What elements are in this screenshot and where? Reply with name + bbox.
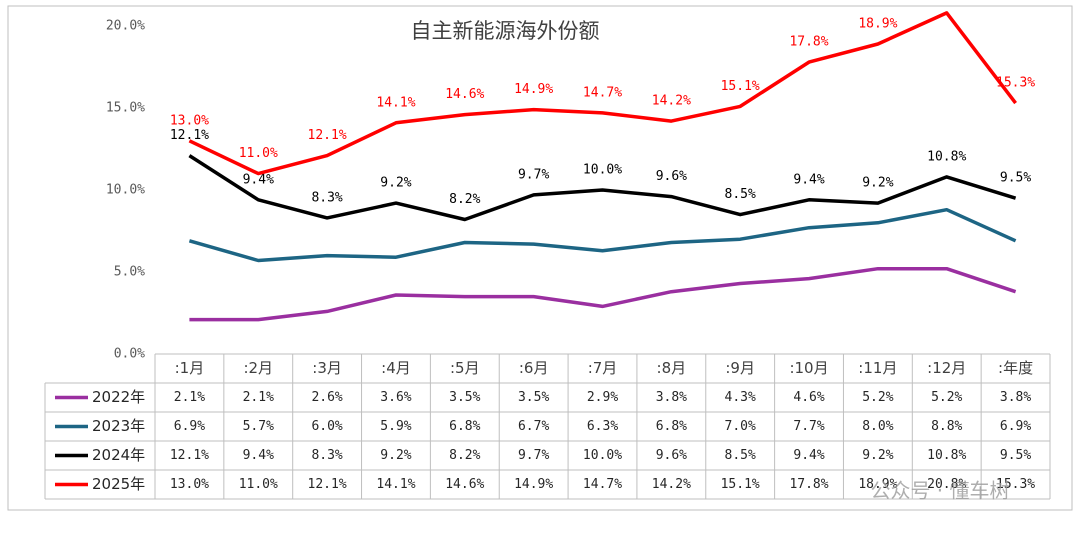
table-cell: 6.8% bbox=[449, 419, 480, 434]
table-cell: 6.9% bbox=[174, 419, 205, 434]
table-cell: 5.2% bbox=[931, 390, 962, 405]
table-cell: 14.2% bbox=[652, 477, 691, 492]
table-cell: 9.5% bbox=[1000, 448, 1031, 463]
table-cell: 8.0% bbox=[862, 419, 893, 434]
data-label: 10.8% bbox=[927, 149, 966, 164]
watermark: 公众号 · 懂车树 bbox=[870, 479, 1009, 503]
table-cell: 15.1% bbox=[721, 477, 760, 492]
x-tick-label: :1月 bbox=[175, 359, 205, 377]
y-tick-label: 20.0% bbox=[106, 19, 145, 34]
data-label: 9.7% bbox=[518, 167, 549, 182]
table-cell: 7.7% bbox=[793, 419, 824, 434]
x-tick-label: :8月 bbox=[657, 359, 687, 377]
table-cell: 4.6% bbox=[793, 390, 824, 405]
data-label: 13.0% bbox=[170, 113, 209, 128]
x-tick-label: :9月 bbox=[725, 359, 755, 377]
legend-label: 2022年 bbox=[92, 388, 145, 406]
table-cell: 9.4% bbox=[793, 448, 824, 463]
data-label: 14.7% bbox=[583, 85, 622, 100]
data-label: 14.1% bbox=[376, 95, 415, 110]
data-label: 9.6% bbox=[656, 169, 687, 184]
table-cell: 2.9% bbox=[587, 390, 618, 405]
table-cell: 3.8% bbox=[656, 390, 687, 405]
table-cell: 9.6% bbox=[656, 448, 687, 463]
x-tick-label: :12月 bbox=[927, 359, 966, 377]
table-cell: 5.7% bbox=[243, 419, 274, 434]
x-tick-label: :年度 bbox=[998, 359, 1033, 377]
table-cell: 12.1% bbox=[170, 448, 209, 463]
table-cell: 3.5% bbox=[518, 390, 549, 405]
x-tick-label: :5月 bbox=[450, 359, 480, 377]
table-cell: 2.1% bbox=[243, 390, 274, 405]
data-label: 11.0% bbox=[239, 146, 278, 161]
data-label: 9.2% bbox=[862, 176, 893, 191]
data-label: 14.6% bbox=[445, 87, 484, 102]
table-cell: 3.8% bbox=[1000, 390, 1031, 405]
table-cell: 5.2% bbox=[862, 390, 893, 405]
y-tick-label: 10.0% bbox=[106, 183, 145, 198]
chart-title: 自主新能源海外份额 bbox=[411, 19, 600, 43]
x-tick-label: :3月 bbox=[312, 359, 342, 377]
x-tick-label: :6月 bbox=[519, 359, 549, 377]
table-cell: 13.0% bbox=[170, 477, 209, 492]
y-tick-label: 15.0% bbox=[106, 101, 145, 116]
data-label: 8.5% bbox=[725, 187, 756, 202]
table-cell: 11.0% bbox=[239, 477, 278, 492]
data-label: 17.8% bbox=[789, 35, 828, 50]
x-tick-label: :7月 bbox=[588, 359, 618, 377]
data-label: 14.2% bbox=[652, 94, 691, 109]
table-cell: 9.7% bbox=[518, 448, 549, 463]
data-label: 12.1% bbox=[308, 128, 347, 143]
data-label: 15.1% bbox=[721, 79, 760, 94]
data-label: 14.9% bbox=[514, 82, 553, 97]
table-cell: 7.0% bbox=[725, 419, 756, 434]
data-label: 18.9% bbox=[858, 17, 897, 32]
table-cell: 6.8% bbox=[656, 419, 687, 434]
table-cell: 2.1% bbox=[174, 390, 205, 405]
table-cell: 3.6% bbox=[380, 390, 411, 405]
table-cell: 3.5% bbox=[449, 390, 480, 405]
x-tick-label: :4月 bbox=[381, 359, 411, 377]
data-label: 10.0% bbox=[583, 163, 622, 178]
data-label: 8.3% bbox=[311, 190, 342, 205]
x-tick-label: :10月 bbox=[789, 359, 828, 377]
table-cell: 14.7% bbox=[583, 477, 622, 492]
table-cell: 10.0% bbox=[583, 448, 622, 463]
table-cell: 8.3% bbox=[311, 448, 342, 463]
x-tick-label: :2月 bbox=[243, 359, 273, 377]
table-cell: 10.8% bbox=[927, 448, 966, 463]
data-label: 9.2% bbox=[380, 176, 411, 191]
table-cell: 6.9% bbox=[1000, 419, 1031, 434]
table-cell: 9.4% bbox=[243, 448, 274, 463]
data-label: 9.4% bbox=[793, 172, 824, 187]
table-cell: 14.9% bbox=[514, 477, 553, 492]
legend-label: 2023年 bbox=[92, 417, 145, 435]
table-cell: 8.8% bbox=[931, 419, 962, 434]
data-label: 15.3% bbox=[996, 76, 1035, 91]
legend-label: 2025年 bbox=[92, 475, 145, 493]
table-cell: 14.1% bbox=[376, 477, 415, 492]
table-cell: 9.2% bbox=[380, 448, 411, 463]
data-label: 8.2% bbox=[449, 192, 480, 207]
table-cell: 14.6% bbox=[445, 477, 484, 492]
table-cell: 17.8% bbox=[789, 477, 828, 492]
y-tick-label: 0.0% bbox=[114, 347, 145, 362]
legend-label: 2024年 bbox=[92, 446, 145, 464]
table-cell: 4.3% bbox=[725, 390, 756, 405]
data-label: 9.5% bbox=[1000, 171, 1031, 186]
table-cell: 6.0% bbox=[311, 419, 342, 434]
y-tick-label: 5.0% bbox=[114, 265, 145, 280]
table-cell: 2.6% bbox=[311, 390, 342, 405]
table-cell: 8.5% bbox=[725, 448, 756, 463]
table-cell: 5.9% bbox=[380, 419, 411, 434]
table-cell: 9.2% bbox=[862, 448, 893, 463]
table-cell: 6.7% bbox=[518, 419, 549, 434]
table-cell: 12.1% bbox=[308, 477, 347, 492]
x-tick-label: :11月 bbox=[858, 359, 897, 377]
table-cell: 6.3% bbox=[587, 419, 618, 434]
table-cell: 8.2% bbox=[449, 448, 480, 463]
